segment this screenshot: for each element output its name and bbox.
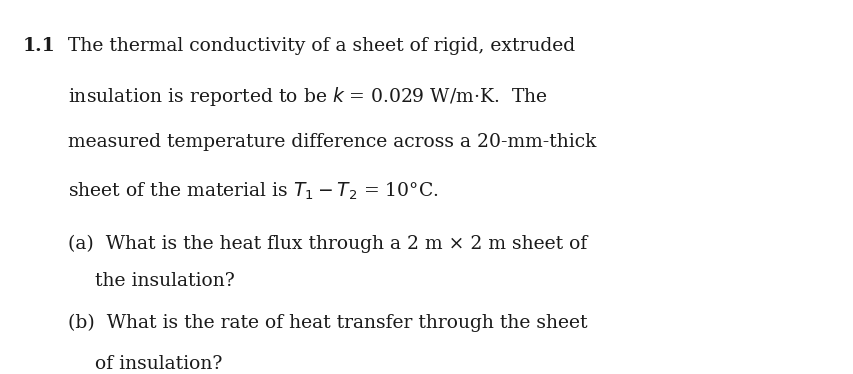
Text: (a)  What is the heat flux through a 2 m × 2 m sheet of: (a) What is the heat flux through a 2 m …: [67, 234, 586, 252]
Text: (b)  What is the rate of heat transfer through the sheet: (b) What is the rate of heat transfer th…: [67, 314, 586, 332]
Text: The thermal conductivity of a sheet of rigid, extruded: The thermal conductivity of a sheet of r…: [67, 37, 574, 55]
Text: measured temperature difference across a 20-mm-thick: measured temperature difference across a…: [67, 133, 595, 151]
Text: of insulation?: of insulation?: [96, 355, 223, 373]
Text: the insulation?: the insulation?: [96, 272, 235, 290]
Text: 1.1: 1.1: [23, 37, 55, 55]
Text: insulation is reported to be $k$ = 0.029 W/m·K.  The: insulation is reported to be $k$ = 0.029…: [67, 85, 547, 108]
Text: sheet of the material is $T_1 - T_2$ = 10°C.: sheet of the material is $T_1 - T_2$ = 1…: [67, 180, 438, 202]
